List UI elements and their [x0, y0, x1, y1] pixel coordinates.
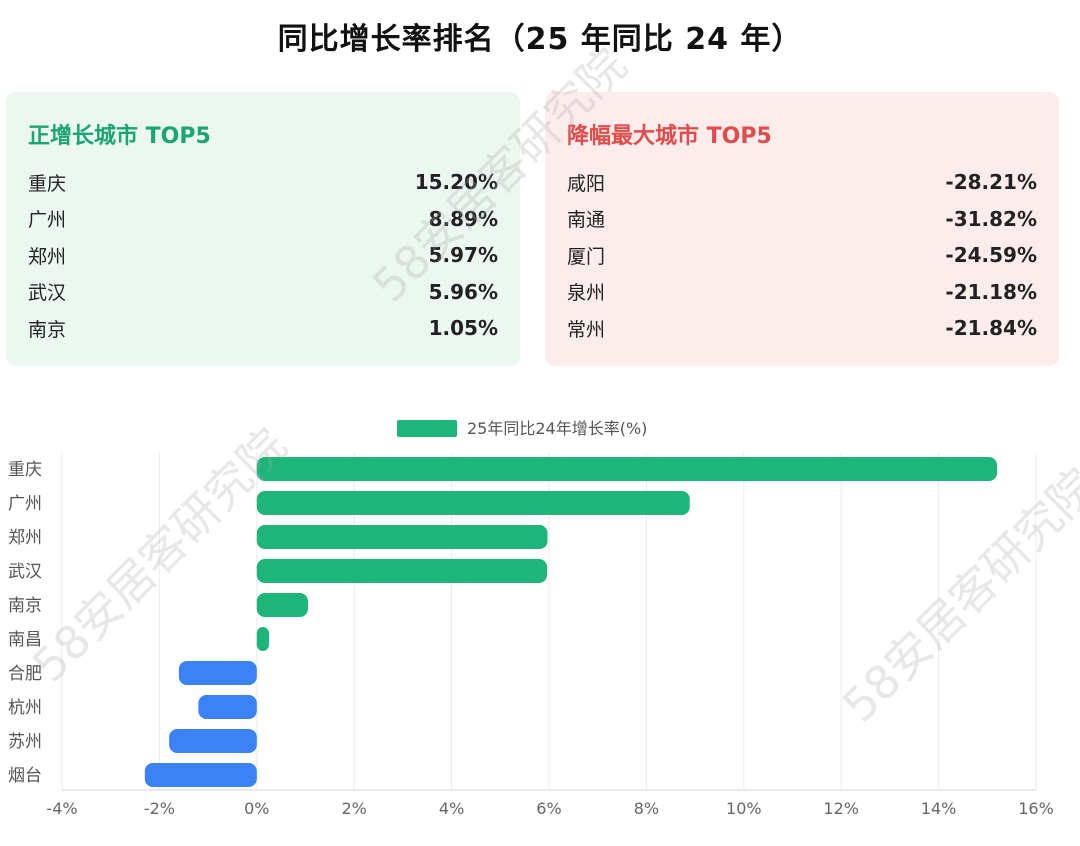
category-label: 合肥	[8, 664, 42, 684]
negative-row: 泉州 -21.18%	[567, 274, 1037, 311]
category-label: 南京	[8, 596, 42, 616]
bar	[256, 525, 548, 549]
decline-value: -21.18%	[945, 279, 1037, 304]
growth-value: 1.05%	[428, 316, 498, 341]
negative-row: 常州 -21.84%	[567, 310, 1037, 347]
city-name: 常州	[567, 318, 606, 341]
city-name: 郑州	[28, 245, 67, 268]
x-tick-label: 0%	[244, 799, 269, 818]
page-title: 同比增长率排名（25 年同比 24 年）	[277, 22, 803, 57]
x-tick-label: -4%	[46, 799, 77, 818]
bar	[256, 627, 269, 651]
x-tick-label: 12%	[823, 799, 859, 818]
x-tick-label: 8%	[634, 799, 659, 818]
bar	[256, 491, 690, 515]
category-label: 武汉	[8, 562, 42, 582]
x-tick-label: 6%	[536, 799, 561, 818]
category-label: 杭州	[8, 698, 42, 718]
x-tick-label: 10%	[726, 799, 762, 818]
bar	[144, 763, 257, 787]
city-name: 广州	[28, 209, 67, 232]
city-name: 武汉	[28, 282, 67, 305]
city-name: 南京	[28, 318, 67, 341]
legend-label: 25年同比24年增长率(%)	[467, 419, 647, 438]
decline-value: -28.21%	[945, 170, 1037, 195]
category-label: 烟台	[8, 766, 42, 786]
positive-row: 广州 8.89%	[28, 201, 498, 238]
x-tick-label: 2%	[342, 799, 367, 818]
bar	[256, 593, 308, 617]
city-name: 咸阳	[567, 172, 606, 195]
negative-growth-card: 降幅最大城市 TOP5 咸阳 -28.21% 南通 -31.82% 厦门 -24.59…	[545, 92, 1059, 366]
x-tick-label: 16%	[1018, 799, 1054, 818]
growth-value: 5.96%	[428, 279, 498, 304]
positive-row: 重庆 15.20%	[28, 164, 498, 201]
positive-row: 武汉 5.96%	[28, 274, 498, 311]
negative-row: 咸阳 -28.21%	[567, 164, 1037, 201]
x-tick-label: 4%	[439, 799, 464, 818]
negative-row: 厦门 -24.59%	[567, 237, 1037, 274]
category-label: 苏州	[8, 732, 42, 752]
bar	[198, 695, 257, 719]
category-label: 重庆	[8, 460, 42, 480]
legend-swatch	[397, 420, 457, 437]
positive-card-title: 正增长城市 TOP5	[28, 124, 211, 149]
growth-bar-chart: -4% -2% 0% 2% 4% 6% 8% 10% 12% 14% 16% 25年同比24年增长率(…	[0, 408, 1080, 842]
city-name: 厦门	[567, 245, 606, 268]
growth-value: 15.20%	[414, 170, 498, 195]
decline-value: -31.82%	[945, 206, 1037, 231]
category-label: 广州	[8, 494, 42, 514]
city-name: 泉州	[567, 282, 606, 305]
positive-row: 南京 1.05%	[28, 310, 498, 347]
category-label: 郑州	[8, 528, 42, 548]
positive-growth-card: 正增长城市 TOP5 重庆 15.20% 广州 8.89% 郑州 5.97% 武汉 5.…	[6, 92, 520, 366]
decline-value: -24.59%	[945, 243, 1037, 268]
growth-value: 5.97%	[428, 243, 498, 268]
decline-value: -21.84%	[945, 316, 1037, 341]
city-name: 南通	[567, 209, 606, 232]
positive-row: 郑州 5.97%	[28, 237, 498, 274]
category-label: 南昌	[8, 630, 42, 650]
bar	[256, 457, 998, 481]
negative-card-title: 降幅最大城市 TOP5	[567, 124, 772, 149]
chart-svg: -4% -2% 0% 2% 4% 6% 8% 10% 12% 14% 16% 25年同比24年增长率(…	[8, 419, 1054, 818]
negative-row: 南通 -31.82%	[567, 201, 1037, 238]
bar	[256, 559, 548, 583]
bar	[169, 729, 257, 753]
bar	[178, 661, 257, 685]
city-name: 重庆	[28, 172, 67, 195]
x-tick-label: 14%	[921, 799, 957, 818]
growth-value: 8.89%	[428, 206, 498, 231]
x-tick-label: -2%	[144, 799, 175, 818]
